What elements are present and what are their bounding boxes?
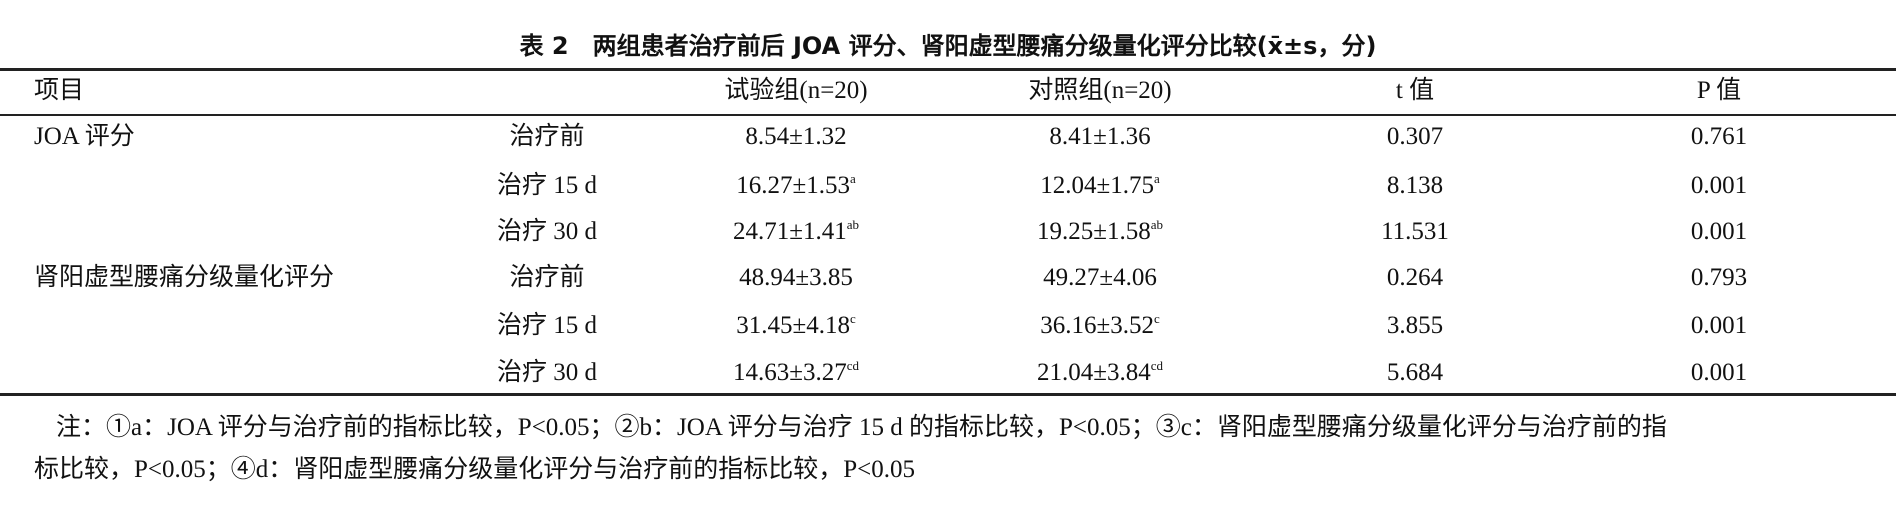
- note-line: 注：①a：JOA 评分与治疗前的指标比较，P<0.05；②b：JOA 评分与治疗…: [56, 414, 1667, 441]
- p-value: 0.761: [1690, 123, 1748, 150]
- phase-label: 治疗 15 d: [496, 172, 598, 199]
- cell-value: 31.45±4.18: [736, 312, 850, 339]
- cell-value: 36.16±3.52: [1040, 312, 1154, 339]
- cell-value: 24.71±1.41: [732, 218, 847, 245]
- cell-value: 16.27±1.53: [736, 172, 850, 199]
- group-label: JOA 评分: [34, 123, 135, 150]
- phase-label: 治疗 30 d: [496, 359, 598, 386]
- phase-label: 治疗前: [509, 123, 585, 150]
- trial-cell: 24.71±1.41ab: [733, 217, 859, 247]
- t-value: 0.307: [1386, 123, 1444, 150]
- column-header: 对照组(n=20): [1028, 77, 1172, 104]
- footnote-mark: ab: [846, 217, 860, 232]
- p-value: 0.001: [1690, 218, 1748, 245]
- footnote-mark: cd: [1150, 358, 1164, 373]
- t-value: 3.855: [1386, 312, 1444, 339]
- p-value: 0.001: [1690, 359, 1748, 386]
- column-header: P 值: [1696, 77, 1742, 104]
- trial-cell: 48.94±3.85: [739, 263, 853, 293]
- cell-value: 21.04±3.84: [1036, 359, 1151, 386]
- cell-value: 19.25±1.58: [1036, 218, 1151, 245]
- trial-cell: 16.27±1.53a: [736, 171, 856, 201]
- cell-value: 8.41±1.36: [1049, 123, 1151, 150]
- t-value: 8.138: [1386, 172, 1444, 199]
- footnote-mark: a: [1153, 171, 1160, 186]
- trial-cell: 8.54±1.32: [745, 122, 846, 152]
- t-value: 11.531: [1381, 218, 1449, 245]
- note-line: 标比较，P<0.05；④d：肾阳虚型腰痛分级量化评分与治疗前的指标比较，P<0.…: [34, 456, 916, 483]
- t-value: 0.264: [1386, 264, 1444, 291]
- control-cell: 19.25±1.58ab: [1037, 217, 1163, 247]
- control-cell: 36.16±3.52c: [1040, 311, 1160, 341]
- cell-value: 49.27±4.06: [1043, 264, 1157, 291]
- header-rule: [0, 114, 1896, 116]
- top-rule: [0, 68, 1896, 71]
- cell-value: 48.94±3.85: [739, 264, 853, 291]
- control-cell: 21.04±3.84cd: [1037, 358, 1163, 388]
- footnote-mark: cd: [846, 358, 860, 373]
- bottom-rule: [0, 393, 1896, 396]
- table-title: 表 2 两组患者治疗前后 JOA 评分、肾阳虚型腰痛分级量化评分比较(x̄±s，…: [519, 32, 1377, 60]
- group-label: 肾阳虚型腰痛分级量化评分: [34, 264, 335, 291]
- footnote-mark: ab: [1150, 217, 1164, 232]
- trial-cell: 14.63±3.27cd: [733, 358, 859, 388]
- control-cell: 8.41±1.36: [1049, 122, 1150, 152]
- phase-label: 治疗前: [509, 264, 585, 291]
- column-header: 项目: [34, 77, 85, 104]
- footnote-mark: c: [849, 311, 856, 326]
- column-header: 试验组(n=20): [724, 77, 868, 104]
- cell-value: 12.04±1.75: [1040, 172, 1154, 199]
- phase-label: 治疗 15 d: [496, 312, 598, 339]
- footnote-mark: a: [849, 171, 856, 186]
- control-cell: 12.04±1.75a: [1040, 171, 1160, 201]
- p-value: 0.793: [1690, 264, 1748, 291]
- cell-value: 14.63±3.27: [732, 359, 847, 386]
- phase-label: 治疗 30 d: [496, 218, 598, 245]
- p-value: 0.001: [1690, 172, 1748, 199]
- trial-cell: 31.45±4.18c: [736, 311, 856, 341]
- footnote-mark: c: [1153, 311, 1160, 326]
- control-cell: 49.27±4.06: [1043, 263, 1157, 293]
- column-header: t 值: [1395, 77, 1435, 104]
- cell-value: 8.54±1.32: [745, 123, 847, 150]
- p-value: 0.001: [1690, 312, 1748, 339]
- t-value: 5.684: [1386, 359, 1444, 386]
